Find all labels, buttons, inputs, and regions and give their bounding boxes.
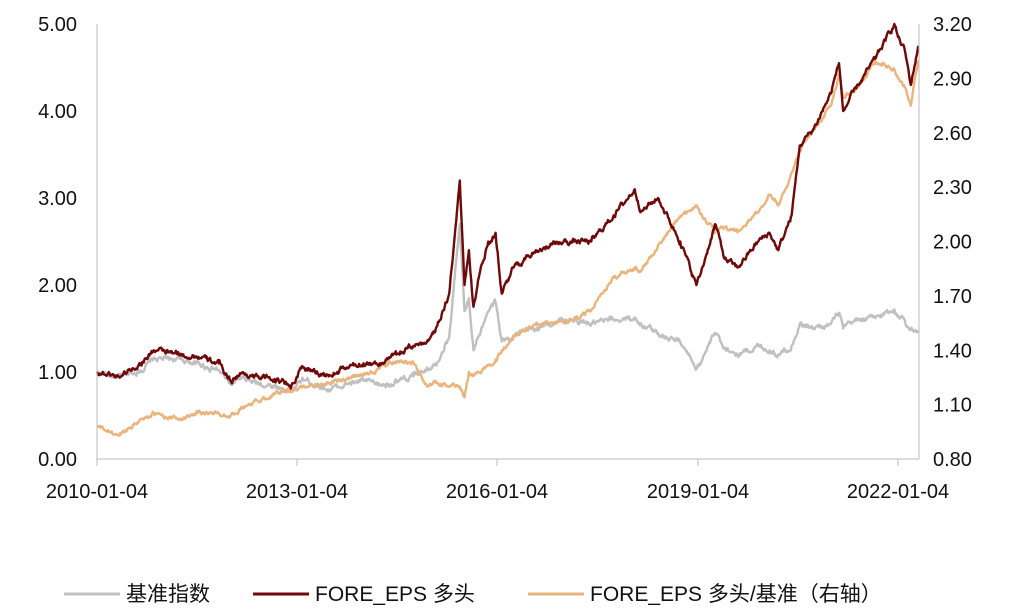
right-tick-label: 2.30: [933, 177, 972, 199]
right-tick-label: 1.40: [933, 340, 972, 362]
right-tick-label: 2.90: [933, 68, 972, 90]
x-tick-label: 2016-01-04: [446, 481, 548, 503]
left-tick-label: 3.00: [38, 188, 77, 210]
left-tick-label: 0.00: [38, 449, 77, 471]
right-tick-label: 2.60: [933, 123, 972, 145]
x-axis: 2010-01-04 2013-01-04 2016-01-04 2019-01…: [46, 459, 949, 503]
right-tick-label: 2.00: [933, 232, 972, 254]
left-axis: 0.00 1.00 2.00 3.00 4.00 5.00: [38, 14, 77, 471]
plot-area: [95, 22, 920, 460]
legend-label: 基准指数: [126, 583, 210, 606]
left-tick-label: 2.00: [38, 275, 77, 297]
right-axis: 0.80 1.10 1.40 1.70 2.00 2.30 2.60 2.90 …: [933, 14, 972, 471]
legend-label: FORE_EPS 多头: [315, 583, 475, 606]
x-tick-label: 2019-01-04: [647, 481, 749, 503]
right-tick-label: 0.80: [933, 449, 972, 471]
series-line-3: [96, 59, 920, 437]
series-group: [95, 22, 920, 437]
left-tick-label: 1.00: [38, 362, 77, 384]
left-tick-label: 4.00: [38, 101, 77, 123]
legend-item: 基准指数: [64, 583, 210, 606]
x-tick-label: 2022-01-04: [847, 481, 949, 503]
right-tick-label: 1.10: [933, 395, 972, 417]
series-line-1: [96, 222, 920, 394]
left-tick-label: 5.00: [38, 14, 77, 36]
x-tick-label: 2013-01-04: [246, 481, 348, 503]
right-tick-label: 3.20: [933, 14, 972, 36]
legend-item: FORE_EPS 多头: [253, 583, 475, 606]
legend-label: FORE_EPS 多头/基准（右轴）: [590, 583, 882, 606]
right-tick-label: 1.70: [933, 286, 972, 308]
legend: 基准指数 FORE_EPS 多头 FORE_EPS 多头/基准（右轴）: [64, 583, 882, 606]
legend-item: FORE_EPS 多头/基准（右轴）: [528, 583, 882, 606]
x-tick-label: 2010-01-04: [46, 481, 148, 503]
series-line-2: [95, 22, 920, 390]
